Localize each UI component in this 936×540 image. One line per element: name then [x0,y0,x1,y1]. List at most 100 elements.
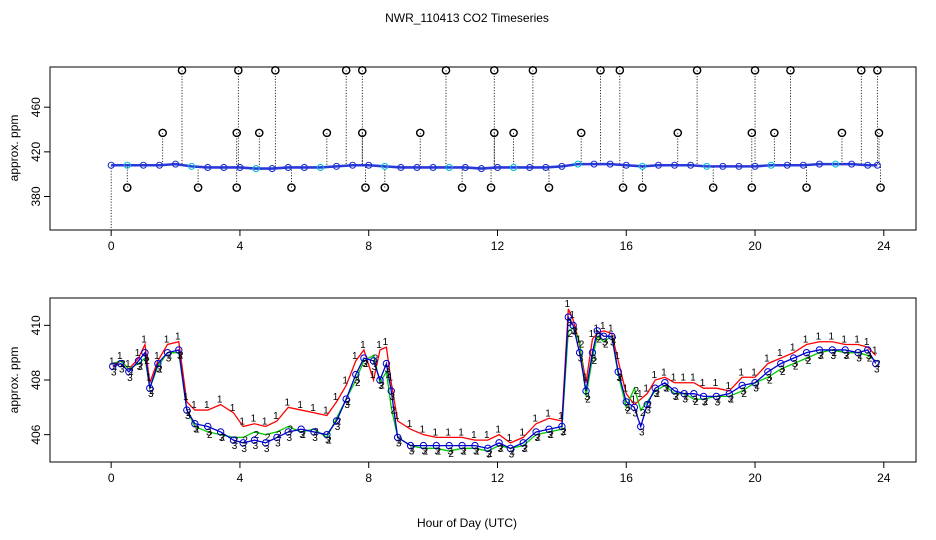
series-3-circle [419,441,428,450]
top-y-tick-label: 420 [29,142,43,162]
series-3-circle [637,422,645,431]
baseline-point [654,161,663,169]
series-3-label: 3 [119,365,125,376]
series-1-label: 1 [217,395,223,406]
series-3-circle [564,313,573,321]
series-3-label: 3 [473,447,479,458]
series-3-label: 3 [753,384,759,395]
baseline-point [268,165,276,173]
series-3-label: 3 [460,447,466,458]
top-x-tick-label: 4 [237,239,244,253]
baseline-point [719,162,727,170]
series-1-label: 1 [471,430,477,441]
baseline-point [671,161,679,169]
series-2-label: 2 [510,446,516,457]
series-3-circle [376,376,384,384]
series-3-label: 3 [633,408,639,419]
series-1-label: 1 [690,373,696,384]
series-3-circle [575,348,584,357]
series-3-label: 3 [143,354,149,365]
series-2-label: 2 [703,397,709,408]
series-2-label: 2 [498,444,504,455]
series-3-circle [680,389,688,398]
series-3-circle [699,392,708,401]
series-3-circle [163,348,172,357]
baseline-point [155,161,164,169]
series-3-circle [670,387,679,395]
flagged-point [122,183,132,192]
baseline-point [300,163,308,172]
series-1-label: 1 [532,414,538,425]
series-3-label: 3 [779,365,785,376]
series-2-label: 2 [754,381,760,392]
series-2-label: 2 [693,397,699,408]
series-1-label: 1 [175,332,181,343]
baseline-point [848,160,856,168]
flagged-point [441,66,451,75]
series-1-label: 1 [297,400,303,411]
series-3-label: 3 [653,389,659,400]
baseline-point [445,163,453,172]
series-2-label: 2 [461,446,467,457]
series-2-label: 2 [664,383,670,394]
series-1-label: 1 [600,321,606,332]
flagged-point [544,183,554,192]
series-3-circle [297,425,305,433]
flagged-point [873,66,882,75]
series-3-label: 3 [148,389,154,400]
baseline-point [107,161,115,169]
series-3-label: 3 [362,359,368,370]
series-3-circle [134,357,143,365]
series-1-label: 1 [872,345,878,356]
series-2-label: 2 [149,386,155,397]
series-2-label: 2 [592,356,598,367]
series-3-label: 3 [584,392,590,403]
series-1-label: 1 [407,419,413,430]
series-3-circle [643,400,651,409]
series-3-label: 3 [156,365,162,376]
baseline-point [873,161,881,169]
series-1-label: 1 [352,351,358,362]
baseline-point [365,161,373,169]
series-2-label: 2 [186,408,192,419]
series-3-circle [284,428,292,436]
baseline-point [461,163,469,172]
series-1-label: 1 [751,367,757,378]
bottom-x-tick-label: 16 [620,471,634,485]
bottom-x-tick-label: 20 [748,471,762,485]
series-1-label: 1 [333,392,339,403]
bottom-series-lines [112,308,877,452]
series-3-label: 3 [740,386,746,397]
baseline-point [783,161,791,169]
series-3-label: 3 [185,411,191,422]
series-2-label: 2 [832,348,838,359]
series-2-label: 2 [423,446,429,457]
series-3-label: 3 [422,447,428,458]
series-3-label: 3 [299,430,305,441]
baseline-point [751,162,759,170]
series-3-label: 3 [435,447,441,458]
series-3-circle [569,321,577,330]
co2-overview-panel: approx. ppm 0 4 8 12 16 20 24 380 420 460 [7,66,917,253]
series-3-label: 3 [385,365,391,376]
series-2-label: 2 [157,364,163,375]
series-1-label: 1 [141,334,147,345]
series-3-label: 3 [673,392,679,403]
series-1-label: 1 [565,299,571,310]
series-1-label: 1 [651,370,657,381]
baseline-point [123,161,131,169]
series-1-label: 1 [262,416,268,427]
series-2-label: 2 [363,359,369,370]
series-2-label: 2 [597,334,603,345]
flagged-point [750,66,760,75]
series-2-label: 2 [220,433,226,444]
series-2-label: 2 [568,329,574,340]
series-3-circle [387,387,395,395]
series-2-label: 2 [390,405,396,416]
baseline-point [703,162,711,170]
series-3-circle [588,348,597,357]
series-1-label: 1 [589,329,595,340]
series-1-label: 1 [445,427,451,438]
series-3-circle [141,348,149,357]
series-3-circle [382,359,391,368]
